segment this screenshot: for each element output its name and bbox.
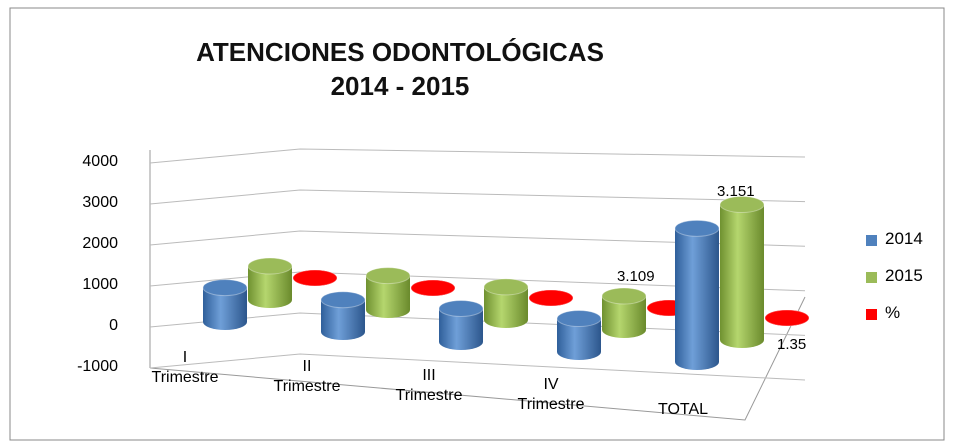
cylinder: [719, 196, 765, 348]
floor-edge: [149, 296, 806, 421]
cylinder-top: [674, 219, 720, 237]
cylinder: [438, 299, 484, 350]
data-label: 3.109: [617, 268, 655, 286]
cylinder-top: [556, 310, 602, 328]
grid-line: [149, 189, 806, 205]
cylinder: [674, 219, 720, 370]
y-tick-label: 2000: [82, 235, 118, 252]
cylinder-top: [764, 309, 810, 327]
y-tick-label: -1000: [77, 358, 118, 375]
y-tick-label: 4000: [82, 153, 118, 170]
x-tick-label: I Trimestre: [151, 349, 219, 386]
cylinder: [410, 279, 456, 297]
x-tick-label: II Trimestre: [273, 358, 341, 395]
data-label: 1.35: [777, 335, 807, 353]
cylinder-top: [292, 269, 338, 287]
cylinder-top: [202, 279, 248, 297]
cylinder: [320, 291, 366, 340]
cylinder-top: [410, 279, 456, 297]
legend-label: %: [885, 303, 901, 322]
x-tick-label: IV Trimestre: [517, 376, 585, 413]
y-tick-label: 3000: [82, 194, 118, 211]
chart-title: ATENCIONES ODONTOLÓGICAS 2014 - 2015: [196, 37, 604, 101]
cylinder-top: [365, 267, 411, 285]
x-tick-label: TOTAL: [657, 401, 709, 418]
legend-swatch: [866, 272, 877, 283]
legend-label: 2015: [885, 266, 923, 285]
legend-swatch: [866, 235, 877, 246]
cylinder: [601, 287, 647, 338]
cylinder: [365, 267, 411, 318]
data-label: 3.151: [717, 182, 755, 200]
legend-label: 2014: [885, 229, 923, 248]
cylinder-top: [483, 278, 529, 296]
cylinder-top: [247, 257, 293, 275]
legend-swatch: [866, 309, 877, 320]
grid-line: [149, 353, 806, 381]
cylinder: [202, 279, 248, 330]
x-tick-label: III Trimestre: [395, 367, 463, 404]
y-tick-label: 0: [109, 317, 118, 334]
grid-line: [149, 148, 806, 164]
cylinder: [292, 269, 338, 287]
cylinder: [528, 289, 574, 307]
cylinder: [556, 310, 602, 360]
frame: [9, 7, 945, 441]
grid-line: [149, 230, 806, 247]
cylinder-top: [601, 287, 647, 305]
grid-line: [149, 271, 806, 292]
cylinder: [764, 309, 810, 327]
cylinder-body: [675, 228, 719, 362]
cylinder-top: [320, 291, 366, 309]
cylinder-top: [528, 289, 574, 307]
cylinder-top: [719, 196, 765, 214]
cylinder-body: [720, 204, 764, 340]
cylinder-top: [438, 299, 484, 317]
y-tick-label: 1000: [82, 276, 118, 293]
cylinder: [483, 278, 529, 328]
cylinder: [247, 257, 293, 308]
